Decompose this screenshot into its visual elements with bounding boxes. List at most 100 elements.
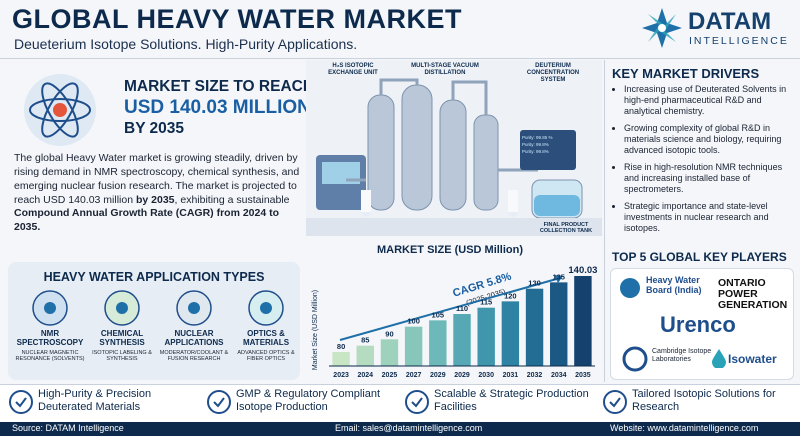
divider [0,58,800,59]
feature: Tailored Isotopic Solutions for Research [632,388,776,413]
players-panel [610,268,794,380]
value-label: 100 [407,317,420,326]
purity-reading: Purity: 99.8% [522,149,549,155]
process-label: FINAL PRODUCT COLLECTION TANK [539,222,593,235]
player: Urenco [660,312,736,337]
value-label: 80 [337,342,345,351]
market-size-year: BY 2035 [124,120,185,137]
feature-icon [9,390,33,414]
summary-bold: Compound Annual Growth Rate (CAGR) from … [14,207,280,234]
x-tick-label: 2030 [478,372,494,379]
logo-icon [642,8,682,48]
market-size-lead: MARKET SIZE TO REACH [124,78,315,95]
players-title: TOP 5 GLOBAL KEY PLAYERS [612,250,787,264]
driver: Growing complexity of global R&D in mate… [624,123,796,156]
value-label: 110 [456,304,468,313]
player: Cambridge Isotope Laboratories [652,348,712,363]
application-icon [104,290,140,326]
icon-core [116,302,128,314]
summary: The global Heavy Water market is growing… [14,152,304,235]
value-label: 115 [480,298,492,307]
trend-arrow [339,277,561,341]
drivers-title: KEY MARKET DRIVERS [612,66,760,81]
application-name: NMR SPECTROSCOPY [16,329,84,347]
applications-title: HEAVY WATER APPLICATION TYPES [43,270,265,284]
icon-circle [405,390,429,414]
atom-icon [24,74,96,146]
driver: Increasing use of Deuterated Solvents in… [624,84,796,117]
x-tick-label: 2025 [382,372,398,379]
process-label: MULTI-STAGE VACUUM DISTILLATION [411,63,479,76]
process-label: DEUTERIUM CONCENTRATION SYSTEM [526,63,580,83]
player: ONTARIO POWER GENERATION [718,277,788,312]
value-label: 140.03 [568,265,597,276]
x-tick-label: 2024 [357,372,373,379]
x-tick-label: 2032 [527,372,543,379]
application-detail: NUCLEAR MAGNETIC RESONANCE (SOLVENTS) [15,350,85,363]
summary-text: , exhibiting a sustainable [174,193,290,206]
logo-tagline: INTELLIGENCE [689,35,789,47]
bar [574,276,592,366]
icon-core [260,302,272,314]
player: Isowater [728,352,777,366]
bar [550,282,568,366]
player-logo [712,349,726,368]
application-detail: ADVANCED OPTICS & FIBER OPTICS [237,350,295,363]
logo-name: DATAM [688,8,772,35]
icon-circle [603,390,627,414]
x-tick-label: 2027 [406,372,422,379]
value-label: 105 [432,310,445,319]
x-tick-label: 2031 [503,372,519,379]
bar [453,314,471,366]
subtitle: Deueterium Isotope Solutions. High-Purit… [14,36,358,52]
player-logo [622,346,648,372]
bar [356,345,374,366]
y-axis-label: Market Size (USD Million) [312,290,319,370]
plant-illustration [306,60,602,236]
footer-email: Email: sales@datamintelligence.com [335,423,483,433]
value-label: 135 [552,272,565,281]
value-label: 90 [385,329,393,338]
feature-icon [207,390,231,414]
feature-icon [405,390,429,414]
footer-source: Source: DATAM Intelligence [12,423,124,433]
title: GLOBAL HEAVY WATER MARKET [12,4,463,34]
application-name: OPTICS & MATERIALS [242,329,290,347]
process-label: H₂S ISOTOPIC EXCHANGE UNIT [328,63,378,76]
feature: Scalable & Strategic Production Faciliti… [434,388,589,413]
divider [604,60,605,382]
application-icon [176,290,212,326]
summary-bold: by 2035 [135,193,175,206]
value-label: 85 [361,336,369,345]
footer-website: Website: www.datamintelligence.com [610,423,759,433]
bar [501,301,520,366]
x-tick-label: 2023 [333,372,349,379]
x-tick-label: 2029 [454,372,470,379]
icon-check [15,397,27,408]
player-logo [620,278,640,298]
driver: Rise in high-resolution NMR techniques a… [624,162,796,195]
bar [380,339,399,366]
bar [429,320,447,366]
icon-check [411,397,423,408]
bar-chart: MARKET SIZE (USD Million) Market Size (U… [312,244,597,379]
icon-circle [9,390,33,414]
trend-arrow-head [554,275,563,283]
purity-screen: Purity: 99.85 % Purity: 99.8% Purity: 99… [522,134,553,156]
drivers-list: Increasing use of Deuterated Solvents in… [604,84,796,240]
market-size-value: USD 140.03 MILLION [124,97,311,118]
footer [0,422,800,436]
icon-core [188,302,200,314]
value-label: 120 [504,291,517,300]
x-tick-label: 2034 [551,372,567,379]
value-label: 130 [528,279,541,288]
driver: Strategic importance and state-level inv… [624,201,796,234]
feature-icon [603,390,627,414]
icon-circle [207,390,231,414]
bar [404,326,423,366]
application-detail: ISOTOPIC LABELING & SYNTHESIS [92,350,152,363]
features-bar [0,384,800,422]
purity-reading: Purity: 99.85 % [522,135,553,140]
x-tick-label: 2029 [430,372,446,379]
